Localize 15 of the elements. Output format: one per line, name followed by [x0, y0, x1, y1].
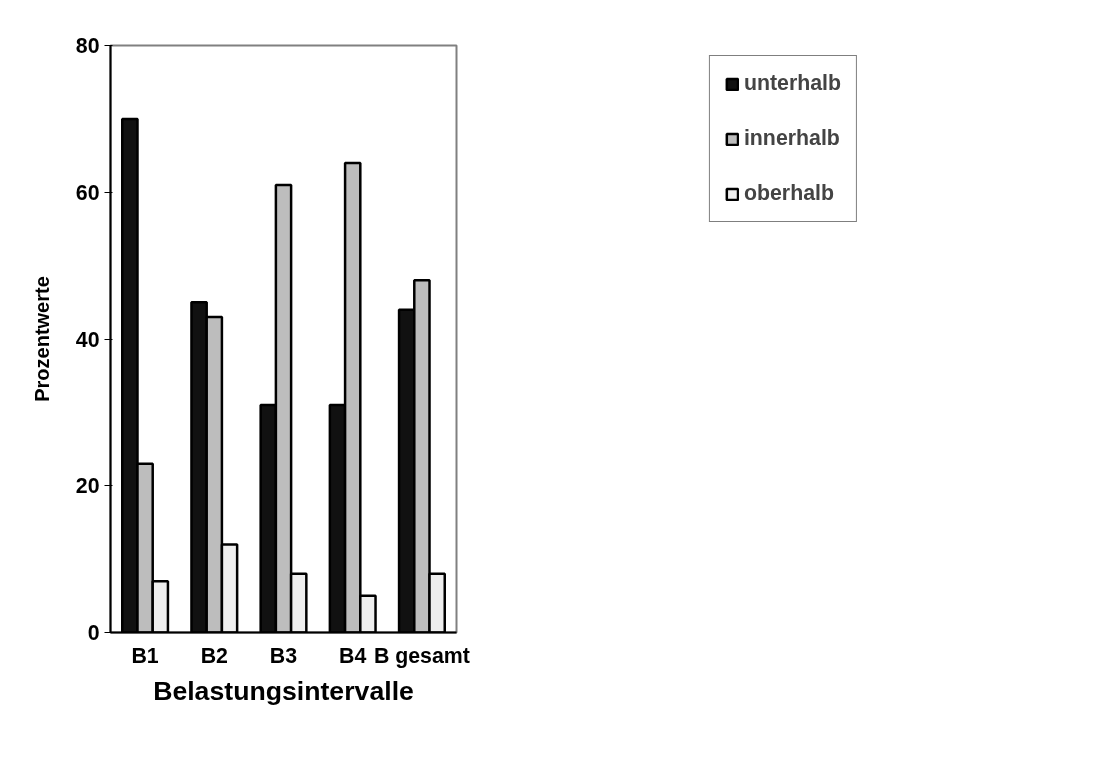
legend-label: innerhalb: [743, 126, 840, 151]
legend-label: oberhalb: [743, 181, 834, 206]
y-tick-label: 0: [87, 621, 100, 645]
y-tick-label: 20: [75, 474, 100, 499]
legend-label: unterhalb: [743, 71, 842, 96]
x-tick-label: B2: [200, 643, 228, 668]
x-tick-label: B1: [131, 643, 159, 668]
x-tick-label: B3: [269, 643, 298, 668]
x-tick-label: B4: [339, 643, 367, 668]
y-tick-label: 40: [75, 327, 100, 352]
y-tick-label: 60: [75, 180, 100, 205]
x-axis-title: Belastungsintervalle: [153, 675, 414, 706]
y-tick-label: 80: [75, 34, 100, 58]
y-axis-title: Prozentwerte: [30, 276, 53, 402]
x-tick-label: B gesamt: [373, 643, 470, 668]
